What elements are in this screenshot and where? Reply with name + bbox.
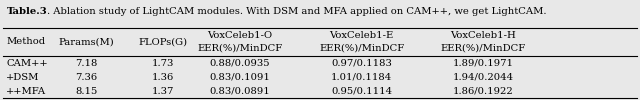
Text: Table.3: Table.3 bbox=[6, 7, 47, 16]
Text: FLOPs(G): FLOPs(G) bbox=[139, 37, 188, 46]
Text: 7.18: 7.18 bbox=[76, 58, 97, 68]
Text: 1.01/0.1184: 1.01/0.1184 bbox=[331, 72, 392, 82]
Text: 0.88/0.0935: 0.88/0.0935 bbox=[210, 58, 270, 68]
Text: 0.95/0.1114: 0.95/0.1114 bbox=[331, 86, 392, 96]
Text: 7.36: 7.36 bbox=[76, 72, 97, 82]
Text: +DSM: +DSM bbox=[6, 72, 40, 82]
Text: . Ablation study of LightCAM modules. With DSM and MFA applied on CAM++, we get : . Ablation study of LightCAM modules. Wi… bbox=[47, 7, 546, 16]
Text: 1.37: 1.37 bbox=[152, 86, 174, 96]
Text: EER(%)/MinDCF: EER(%)/MinDCF bbox=[197, 43, 283, 52]
Text: 8.15: 8.15 bbox=[76, 86, 97, 96]
Text: 1.73: 1.73 bbox=[152, 58, 174, 68]
Text: 1.86/0.1922: 1.86/0.1922 bbox=[453, 86, 513, 96]
Text: 0.97/0.1183: 0.97/0.1183 bbox=[331, 58, 392, 68]
Text: VoxCeleb1-H: VoxCeleb1-H bbox=[451, 31, 516, 40]
Text: 1.89/0.1971: 1.89/0.1971 bbox=[452, 58, 514, 68]
Text: 1.36: 1.36 bbox=[152, 72, 174, 82]
Text: VoxCeleb1-E: VoxCeleb1-E bbox=[330, 31, 394, 40]
Text: EER(%)/MinDCF: EER(%)/MinDCF bbox=[319, 43, 404, 52]
Text: 1.94/0.2044: 1.94/0.2044 bbox=[452, 72, 514, 82]
Text: EER(%)/MinDCF: EER(%)/MinDCF bbox=[440, 43, 526, 52]
Text: VoxCeleb1-O: VoxCeleb1-O bbox=[207, 31, 273, 40]
Text: 0.83/0.0891: 0.83/0.0891 bbox=[210, 86, 270, 96]
Text: ++MFA: ++MFA bbox=[6, 86, 47, 96]
Text: Method: Method bbox=[6, 37, 45, 46]
Text: Params(M): Params(M) bbox=[58, 37, 115, 46]
Text: CAM++: CAM++ bbox=[6, 58, 48, 68]
Text: 0.83/0.1091: 0.83/0.1091 bbox=[209, 72, 271, 82]
